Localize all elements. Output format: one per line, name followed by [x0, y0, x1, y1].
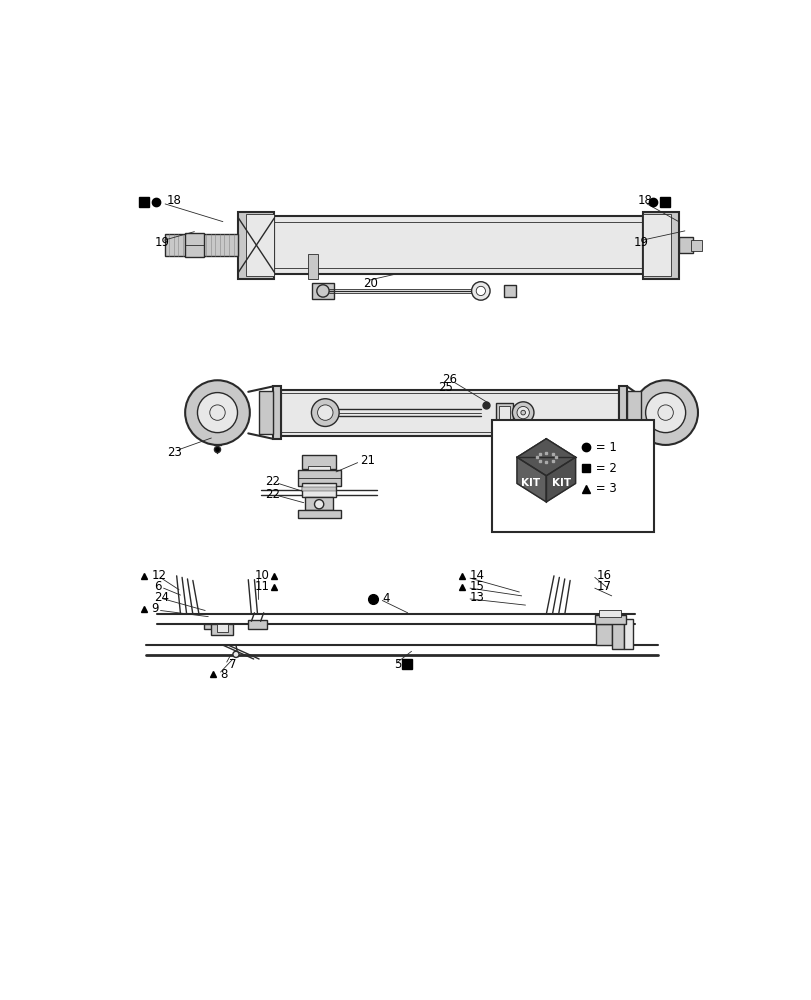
Bar — [504, 285, 516, 297]
Circle shape — [314, 500, 324, 509]
Text: 22: 22 — [265, 475, 280, 488]
Bar — [690, 240, 701, 251]
Text: 18: 18 — [166, 194, 182, 207]
Bar — [272, 386, 281, 439]
Text: 14: 14 — [469, 569, 483, 582]
Bar — [499, 406, 509, 419]
Bar — [259, 391, 272, 434]
Text: 6: 6 — [154, 580, 161, 593]
Text: 9: 9 — [151, 602, 159, 615]
Bar — [246, 214, 274, 276]
Bar — [624, 619, 633, 649]
Bar — [611, 620, 624, 649]
Circle shape — [197, 393, 237, 433]
Bar — [165, 234, 238, 256]
Text: 19: 19 — [633, 236, 647, 249]
Text: 21: 21 — [359, 454, 375, 467]
Bar — [305, 497, 333, 510]
Bar — [222, 236, 238, 254]
Text: 8: 8 — [221, 668, 228, 681]
Bar — [308, 466, 329, 472]
Text: 15: 15 — [469, 580, 483, 593]
Bar — [302, 455, 336, 469]
Text: 20: 20 — [363, 277, 377, 290]
Bar — [297, 510, 341, 518]
Text: 16: 16 — [595, 569, 611, 582]
Circle shape — [214, 446, 221, 453]
Bar — [626, 391, 640, 434]
Text: KIT: KIT — [521, 478, 540, 488]
Polygon shape — [517, 439, 575, 476]
Circle shape — [645, 393, 684, 433]
Text: 25: 25 — [437, 381, 452, 394]
Polygon shape — [517, 457, 546, 502]
Circle shape — [520, 410, 525, 415]
Text: KIT: KIT — [551, 478, 571, 488]
Text: 11: 11 — [254, 580, 269, 593]
Bar — [594, 615, 624, 624]
Circle shape — [311, 399, 339, 426]
Text: 12: 12 — [151, 569, 166, 582]
Text: 10: 10 — [254, 569, 269, 582]
Text: = 1: = 1 — [591, 441, 616, 454]
Bar — [496, 403, 513, 422]
Text: 18: 18 — [637, 194, 652, 207]
Polygon shape — [546, 457, 575, 502]
Bar — [204, 624, 219, 629]
Bar — [307, 254, 318, 279]
Text: 5: 5 — [394, 658, 401, 671]
Bar — [311, 283, 333, 299]
Text: = 2: = 2 — [591, 462, 616, 475]
Text: 4: 4 — [382, 592, 389, 605]
Bar — [302, 483, 336, 497]
Circle shape — [657, 405, 672, 420]
Bar — [302, 487, 336, 491]
Bar — [185, 233, 204, 257]
Text: 26: 26 — [442, 373, 457, 386]
Text: 24: 24 — [154, 591, 169, 604]
Circle shape — [317, 405, 333, 420]
Text: = 3: = 3 — [591, 482, 616, 495]
Text: 7: 7 — [229, 658, 236, 671]
Bar — [248, 620, 267, 629]
Circle shape — [209, 405, 225, 420]
Polygon shape — [517, 439, 575, 476]
Bar — [211, 624, 233, 635]
Bar — [642, 212, 678, 279]
Bar — [297, 470, 341, 486]
Text: 23: 23 — [167, 446, 182, 459]
Bar — [599, 610, 620, 617]
Bar — [281, 389, 619, 436]
Bar — [619, 386, 626, 439]
Text: 13: 13 — [469, 591, 483, 604]
Circle shape — [316, 285, 328, 297]
Text: 17: 17 — [595, 580, 611, 593]
Circle shape — [475, 286, 485, 296]
Bar — [238, 212, 274, 279]
Bar — [642, 214, 670, 276]
Bar — [595, 624, 611, 645]
Bar — [274, 216, 642, 274]
Circle shape — [233, 651, 238, 657]
Circle shape — [185, 380, 250, 445]
Circle shape — [633, 380, 697, 445]
Text: 22: 22 — [265, 488, 280, 501]
Bar — [217, 624, 228, 632]
Bar — [491, 420, 654, 532]
Circle shape — [512, 402, 534, 423]
Circle shape — [517, 406, 529, 419]
Bar — [678, 237, 692, 253]
Text: 19: 19 — [155, 236, 170, 249]
Circle shape — [471, 282, 490, 300]
